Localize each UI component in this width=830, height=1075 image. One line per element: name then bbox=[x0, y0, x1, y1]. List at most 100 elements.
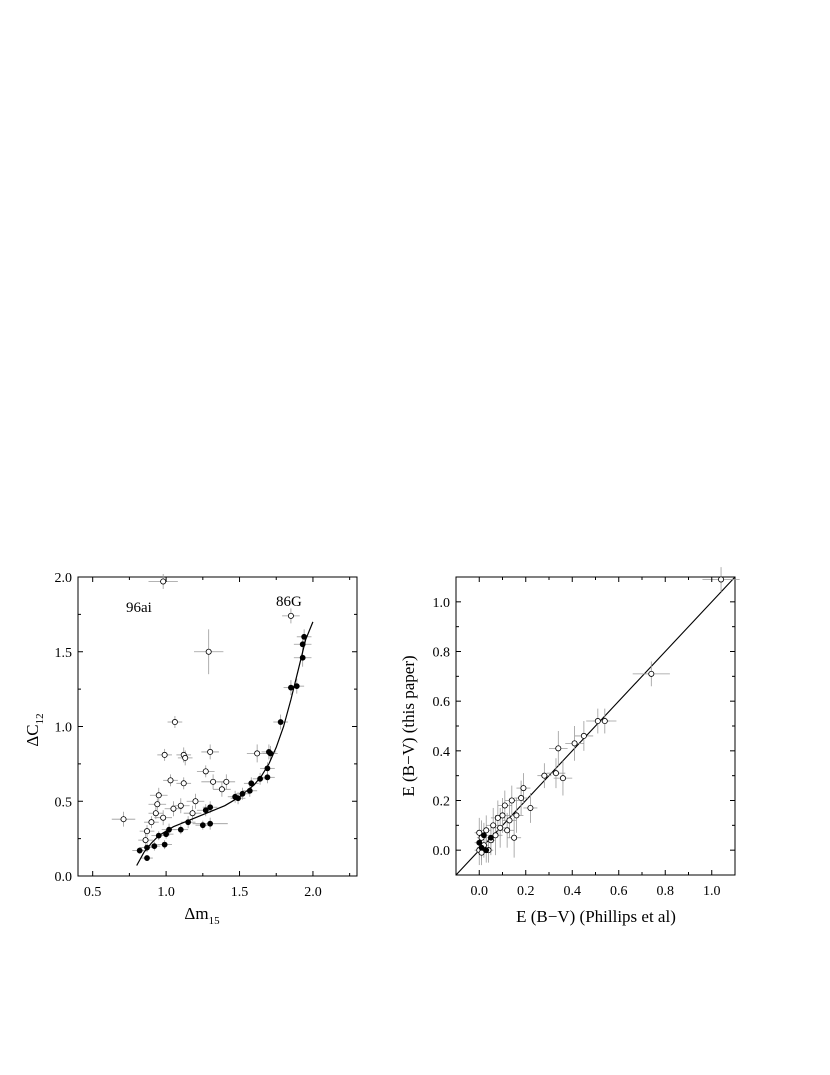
right-open-point bbox=[580, 732, 587, 739]
left-x-axis-label-main: Δm bbox=[184, 904, 208, 923]
left-x-axis-label-subscript: 15 bbox=[209, 915, 221, 927]
left-open-point bbox=[160, 578, 167, 585]
left-points bbox=[120, 578, 308, 861]
annotation-96ai: 96ai bbox=[126, 600, 152, 616]
right-x-axis-label: E (B−V) (Phillips et al) bbox=[516, 907, 676, 926]
right-open-point bbox=[513, 812, 520, 819]
left-open-point bbox=[144, 828, 151, 835]
left-y-tick-label: 0.5 bbox=[55, 795, 73, 810]
left-filled-point bbox=[207, 820, 214, 827]
left-y-tick-label: 1.5 bbox=[55, 646, 73, 661]
left-y-tick-label: 0.0 bbox=[55, 870, 73, 885]
left-filled-point bbox=[177, 826, 184, 833]
left-filled-point bbox=[299, 654, 306, 661]
right-filled-point bbox=[487, 834, 494, 841]
left-filled-point bbox=[155, 832, 162, 839]
right-y-tick-label: 0.2 bbox=[433, 795, 451, 810]
left-fit-curve bbox=[136, 621, 314, 866]
right-y-tick-label: 0.8 bbox=[433, 646, 451, 661]
left-filled-point bbox=[239, 790, 246, 797]
right-open-point bbox=[476, 829, 483, 836]
left-filled-point bbox=[288, 684, 294, 691]
right-open-point bbox=[555, 745, 562, 752]
right-open-point bbox=[718, 576, 725, 583]
left-filled-point bbox=[185, 819, 192, 826]
left-filled-point bbox=[264, 774, 271, 781]
left-filled-point bbox=[144, 855, 150, 861]
right-open-point bbox=[478, 849, 485, 856]
right-open-point bbox=[601, 718, 608, 725]
left-filled-point bbox=[207, 804, 214, 811]
left-x-axis-label: Δm15 bbox=[184, 904, 220, 927]
left-open-point bbox=[180, 780, 187, 787]
right-open-point bbox=[552, 770, 559, 777]
right-filled-point bbox=[483, 847, 490, 854]
right-y-tick-label: 0.6 bbox=[433, 695, 451, 710]
left-filled-point bbox=[163, 831, 170, 838]
left-open-point bbox=[192, 798, 199, 805]
left-open-point bbox=[254, 750, 261, 757]
left-filled-point bbox=[202, 807, 209, 814]
right-open-point bbox=[508, 797, 515, 804]
left-y-axis-label-subscript: 12 bbox=[34, 713, 46, 724]
right-open-point bbox=[518, 795, 525, 802]
left-open-point bbox=[170, 805, 177, 812]
left-plot-frame bbox=[77, 576, 358, 877]
right-open-point bbox=[490, 822, 497, 829]
left-open-point bbox=[182, 754, 189, 761]
left-open-point bbox=[218, 786, 225, 793]
right-panel: 0.0 0.2 0.4 0.6 0.8 1.0 0.0 0.2 0.4 0.6 0.8 1.0 E (… bbox=[399, 567, 740, 926]
right-open-point bbox=[541, 772, 548, 779]
left-filled-point bbox=[161, 841, 168, 848]
left-x-tick-label: 0.5 bbox=[84, 885, 102, 900]
left-filled-point bbox=[293, 683, 300, 690]
right-open-point bbox=[506, 817, 513, 824]
left-open-point bbox=[287, 612, 294, 619]
right-open-point bbox=[527, 804, 534, 811]
right-open-point bbox=[494, 814, 501, 821]
right-open-point bbox=[559, 775, 566, 782]
right-open-point bbox=[492, 832, 499, 839]
left-y-axis-label-main: ΔC bbox=[23, 724, 42, 746]
left-filled-point bbox=[264, 765, 271, 772]
left-open-point bbox=[120, 816, 127, 823]
left-x-tick-label: 2.0 bbox=[304, 885, 322, 900]
left-open-point bbox=[154, 801, 161, 808]
left-open-point bbox=[167, 777, 174, 784]
right-x-tick-label: 0.4 bbox=[564, 884, 582, 899]
right-open-point bbox=[501, 802, 508, 809]
left-filled-point bbox=[248, 780, 255, 787]
left-open-point bbox=[148, 819, 155, 826]
left-open-point bbox=[155, 792, 162, 799]
left-ticks: 0.5 1.0 1.5 2.0 0.0 0.5 1.0 1.5 2.0 bbox=[55, 571, 357, 900]
left-filled-point bbox=[299, 641, 306, 648]
left-error-bars bbox=[111, 574, 312, 862]
left-open-point bbox=[202, 768, 209, 775]
left-filled-point bbox=[277, 719, 284, 725]
right-filled-point bbox=[478, 844, 485, 851]
left-open-point bbox=[171, 719, 178, 726]
left-filled-point bbox=[235, 795, 241, 802]
right-open-point bbox=[594, 718, 601, 725]
right-open-point bbox=[497, 824, 504, 831]
left-filled-point bbox=[267, 750, 274, 757]
left-filled-point bbox=[151, 843, 158, 849]
left-open-point bbox=[207, 748, 214, 755]
right-points bbox=[476, 576, 725, 856]
right-open-point bbox=[520, 785, 527, 792]
right-open-point bbox=[648, 670, 655, 677]
left-panel: 0.5 1.0 1.5 2.00.00.51.01.52.0 96ai 86G Δm1… bbox=[23, 571, 358, 927]
right-open-point bbox=[504, 827, 511, 834]
left-open-point bbox=[161, 751, 168, 758]
left-filled-point bbox=[246, 787, 253, 794]
left-open-point bbox=[160, 814, 167, 821]
left-x-tick-label: 1.5 bbox=[231, 885, 249, 900]
left-filled-point bbox=[199, 822, 206, 829]
left-open-point bbox=[205, 648, 212, 655]
annotation-86G: 86G bbox=[276, 594, 302, 610]
right-x-tick-label: 0.0 bbox=[471, 884, 489, 899]
right-x-tick-label: 0.8 bbox=[657, 884, 675, 899]
left-x-tick-label: 1.0 bbox=[157, 885, 175, 900]
left-filled-point bbox=[136, 847, 143, 854]
